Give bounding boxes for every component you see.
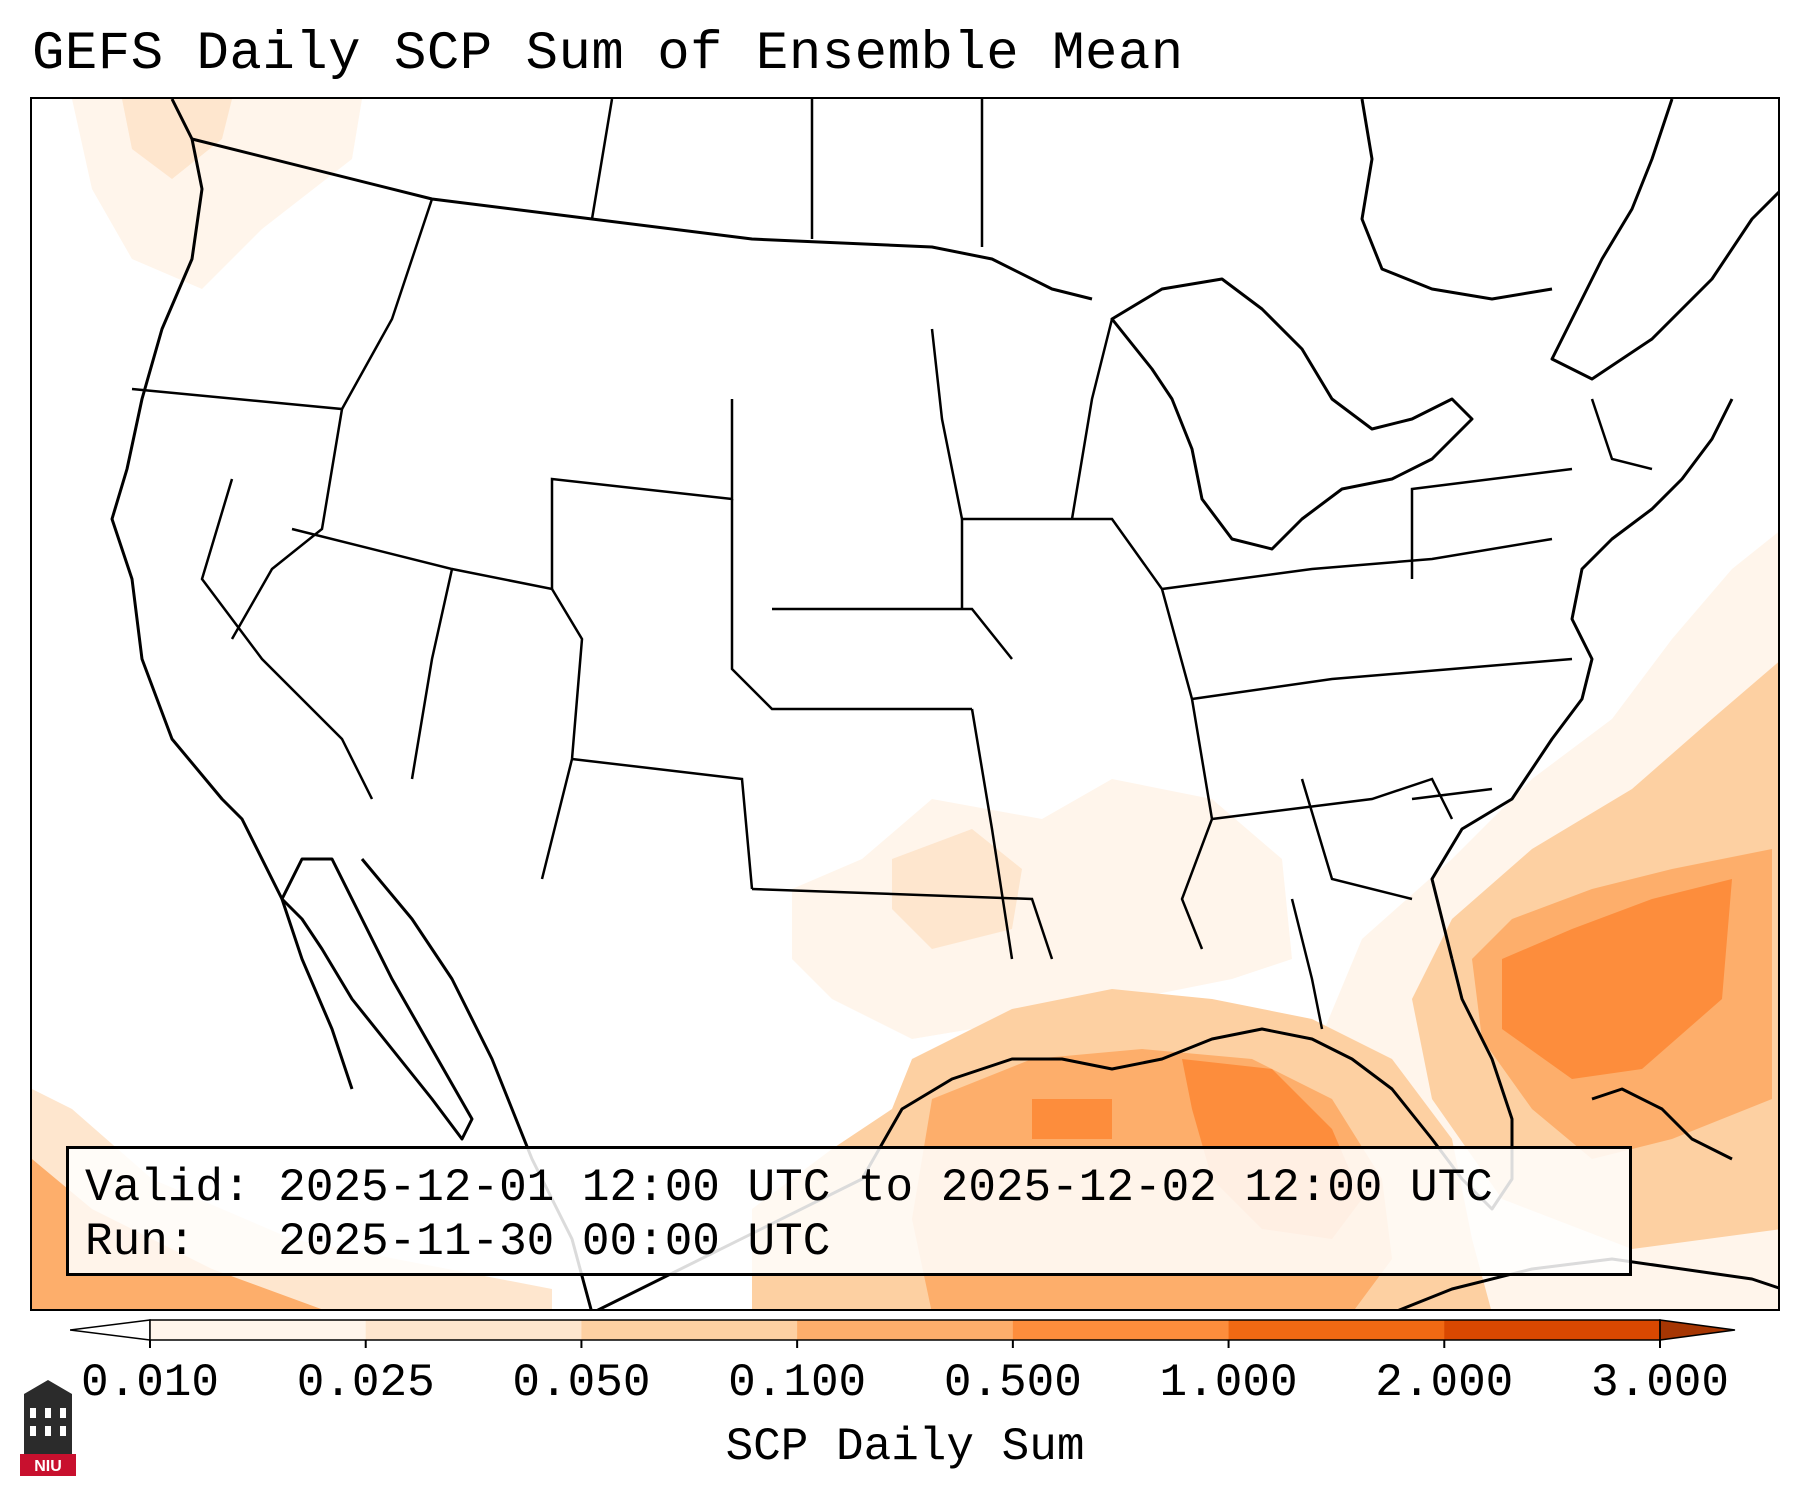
colorbar-segment [365, 1320, 582, 1340]
state-border-15 [1211, 777, 1454, 821]
state-border-3 [200, 478, 374, 800]
state-border-1 [131, 198, 434, 411]
colorbar-tick-label: 0.100 [728, 1357, 867, 1409]
colorbar-tick-label: 0.025 [296, 1357, 435, 1409]
colorbar [70, 1319, 1736, 1348]
great-lakes [1110, 277, 1474, 551]
university-building-icon: NIU [20, 1380, 76, 1476]
coastline-baja [280, 857, 474, 1141]
scp-field-northwest-inner [122, 99, 232, 179]
colorbar-tick-label: 2.000 [1375, 1357, 1514, 1409]
state-border-7 [571, 757, 754, 890]
colorbar-segments [70, 1319, 1736, 1341]
state-border-21 [590, 99, 614, 220]
logo-text: NIU [34, 1458, 62, 1475]
scp-field-atlantic-max [1502, 879, 1732, 1079]
state-border-12 [930, 328, 964, 609]
colorbar-segment [797, 1320, 1014, 1340]
page-title: GEFS Daily SCP Sum of Ensemble Mean [32, 24, 1184, 85]
coastline-canada-east [1550, 99, 1778, 381]
colorbar-segment [1444, 1320, 1661, 1340]
state-border-8 [730, 499, 972, 711]
colorbar-tick-label: 0.010 [80, 1357, 220, 1409]
colorbar-tick-label: 0.500 [943, 1357, 1082, 1409]
state-border-4 [291, 527, 454, 780]
state-border-24 [1290, 898, 1324, 1030]
state-border-20 [1590, 398, 1653, 471]
map-boundaries [110, 99, 1778, 1309]
colorbar-tick-label: 0.050 [512, 1357, 651, 1409]
coastline-hudson [1360, 99, 1553, 301]
state-border-13 [962, 517, 1194, 700]
colorbar-segment [1012, 1320, 1230, 1340]
valid-line: Valid: 2025-12-01 12:00 UTC to 2025-12-0… [85, 1162, 1493, 1214]
scp-field-plains-inner [892, 829, 1022, 949]
coastline-bahamas [1591, 1087, 1733, 1161]
colorbar-tick-label: 3.000 [1590, 1357, 1730, 1409]
colorbar-segment [150, 1320, 367, 1340]
state-border-14 [1180, 698, 1214, 950]
state-border-5 [451, 399, 734, 591]
state-border-26 [1411, 787, 1493, 801]
state-border-10 [970, 708, 1014, 960]
state-boundaries [131, 99, 1653, 1030]
scp-shading [32, 99, 1778, 1309]
state-border-17 [1191, 657, 1573, 701]
colorbar-ticks [149, 1340, 1661, 1348]
colorbar-over-extend [1659, 1319, 1736, 1341]
colorbar-segment [1228, 1320, 1445, 1340]
border-canada [191, 137, 1093, 301]
colorbar-label: SCP Daily Sum [725, 1421, 1085, 1473]
colorbar-outline [149, 1319, 1661, 1341]
coastline-gulf [596, 958, 1514, 1309]
colorbar-segment [581, 1320, 798, 1340]
colorbar-tick-label: 1.000 [1159, 1357, 1298, 1409]
coastline-east [1430, 398, 1734, 960]
coastline-west [110, 99, 354, 1090]
run-line: Run: 2025-11-30 00:00 UTC [85, 1216, 831, 1268]
valid-run-box: Valid: 2025-12-01 12:00 UTC to 2025-12-0… [66, 1146, 1632, 1276]
scp-map[interactable] [32, 99, 1780, 1311]
state-border-2 [230, 408, 344, 640]
state-border-6 [540, 588, 584, 880]
state-border-16 [1161, 537, 1553, 591]
scp-field-gulf-patch [1032, 1099, 1112, 1139]
state-border-11 [772, 607, 1013, 660]
map-panel[interactable] [30, 97, 1780, 1311]
state-border-19 [1410, 467, 1573, 579]
scp-field-plains [792, 779, 1292, 1039]
state-border-18 [1070, 318, 1114, 520]
colorbar-under-extend [70, 1319, 151, 1341]
state-border-9 [751, 887, 1054, 960]
state-border-25 [1300, 778, 1413, 901]
